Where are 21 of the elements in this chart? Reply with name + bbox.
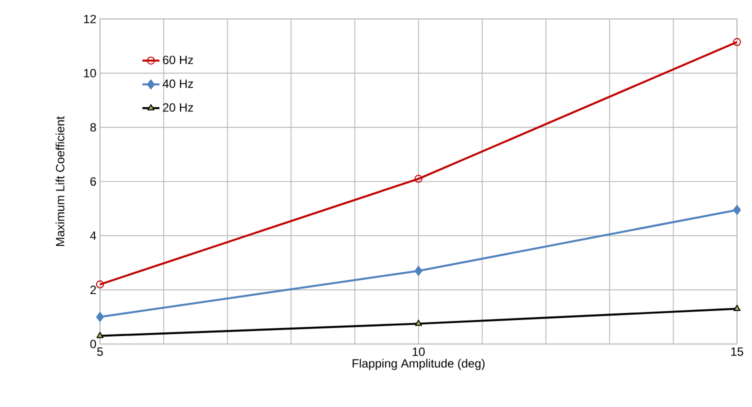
legend-label: 20 Hz — [162, 103, 194, 112]
y-tick-label: 4 — [90, 232, 96, 240]
x-tick-label: 5 — [97, 348, 103, 356]
point — [96, 280, 104, 288]
point — [96, 312, 104, 322]
point — [733, 204, 741, 215]
point — [414, 266, 422, 276]
point — [733, 38, 741, 46]
x-tick-label: 10 — [412, 348, 425, 356]
x-tick-label: 15 — [731, 348, 744, 356]
y-tick-label: 2 — [90, 286, 96, 294]
legend-label: 40 Hz — [162, 79, 194, 88]
y-tick-label: 0 — [90, 340, 96, 348]
y-tick-label: 12 — [84, 14, 96, 24]
legend-label: 60 Hz — [163, 56, 194, 64]
y-axis-title: Maximum Lift Coefficient — [56, 116, 64, 246]
y-tick-label: 10 — [84, 68, 96, 78]
y-tick-label: 6 — [90, 177, 96, 186]
point — [414, 174, 422, 183]
y-tick-label: 8 — [90, 123, 96, 132]
x-axis-title: Flapping Amplitude (deg) — [352, 358, 485, 370]
